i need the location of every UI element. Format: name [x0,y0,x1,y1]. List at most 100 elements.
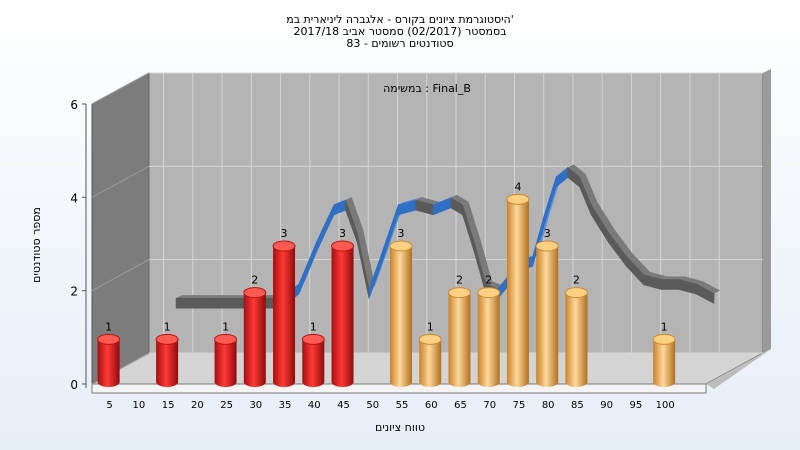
bar-cap [97,333,121,345]
x-tick-label: 90 [600,400,613,411]
bar-cap [506,193,530,205]
bar-value-label: 1 [222,320,229,333]
trend-curve-segment [175,297,212,309]
bar-cap [155,333,179,345]
chart-title-line-2: בסמסטר (02/2017) סמסטר אביב 2017/18 [293,25,507,38]
bar-value-label: 3 [281,227,288,240]
y-tick-label: 0 [70,378,78,392]
trend-curve-top [661,276,685,280]
x-tick-label: 20 [191,400,204,411]
bar [214,339,237,387]
bar-value-label: 4 [514,180,521,193]
chart-title-line-1: היסטוגרמת ציונים בקורס - אלגברה ליניארית… [286,13,514,26]
bar [448,292,471,387]
bar-value-label: 2 [251,274,258,287]
floor-side-edge [706,349,771,389]
trend-curve-top [176,295,218,299]
y-tick-label: 2 [70,285,78,299]
bar [156,339,179,387]
bar-value-label: 1 [310,320,317,333]
x-tick-label: 40 [308,400,321,411]
bar [565,292,588,387]
grid-line-left [91,72,150,105]
x-tick-label: 70 [483,400,496,411]
bar-cap [389,240,413,252]
x-tick-label: 35 [279,400,292,411]
x-tick-label: 100 [656,400,675,411]
bar-value-label: 1 [105,320,112,333]
x-tick-label: 25 [220,400,233,411]
bar [97,339,120,387]
bar [419,339,442,387]
bar-value-label: 2 [573,274,580,287]
chart-title-line-3: סטודנטים רשומים - 83 [346,37,454,50]
bar [243,292,266,387]
trend-curve-top [415,197,440,205]
trend-curve-top [462,201,481,243]
bar-value-label: 1 [661,320,668,333]
back-wall-edge [763,69,771,353]
trend-curve-top [567,164,586,177]
bar-cap [418,333,442,345]
x-tick-label: 75 [513,400,526,411]
bar-cap [477,287,501,299]
trend-curve-top [357,229,376,289]
bar-value-label: 3 [544,227,551,240]
trend-curve-top [474,239,492,285]
x-axis-label: טווח ציונים [375,421,425,434]
bar-cap [564,287,588,299]
trend-curve-top [398,197,422,205]
x-tick-label: 15 [162,400,175,411]
bar [506,199,529,387]
y-tick-label: 4 [70,191,78,205]
x-tick-label: 65 [454,400,467,411]
bar [331,246,354,387]
trend-curve-top [345,197,364,233]
bar-cap [535,240,559,252]
x-tick-label: 10 [132,400,145,411]
bar-value-label: 1 [164,320,171,333]
bar-cap [272,240,296,252]
bar-cap [652,333,676,345]
bar-cap [331,240,355,252]
bar-cap [447,287,471,299]
x-tick-label: 95 [630,400,643,411]
x-tick-label: 45 [337,400,350,411]
x-tick-label: 80 [542,400,555,411]
bar [477,292,500,387]
x-tick-label: 5 [106,400,112,411]
trend-curve-segment [661,279,680,290]
trend-curve-segment [210,297,247,309]
bar [302,339,325,387]
bar [653,339,676,387]
bar-value-label: 3 [339,227,346,240]
bar [536,246,559,387]
trend-curve-top [591,201,615,233]
x-tick-label: 50 [366,400,379,411]
chart-subtitle: במשימה : Final_B [383,82,471,95]
trend-curve-segment [696,283,715,304]
trend-curve-top [643,271,668,280]
trend-curve-top [696,281,721,294]
bar [273,246,296,387]
bar-value-label: 1 [427,320,434,333]
bar-value-label: 2 [485,274,492,287]
bar-value-label: 3 [398,227,405,240]
trend-curve-top [678,276,703,285]
bar-cap [301,333,325,345]
trend-curve-top [608,229,633,257]
x-tick-label: 55 [396,400,409,411]
grid-line-left [91,259,150,292]
grid-line-left [91,165,150,198]
bar-cap [214,333,238,345]
bar [390,246,412,387]
bar-value-label: 2 [456,274,463,287]
trend-curve-top [211,295,253,299]
x-tick-label: 85 [571,400,584,411]
x-tick-label: 60 [425,400,438,411]
x-tick-label: 30 [249,400,262,411]
trend-curve-top [626,253,650,275]
y-tick-label: 6 [70,98,78,112]
